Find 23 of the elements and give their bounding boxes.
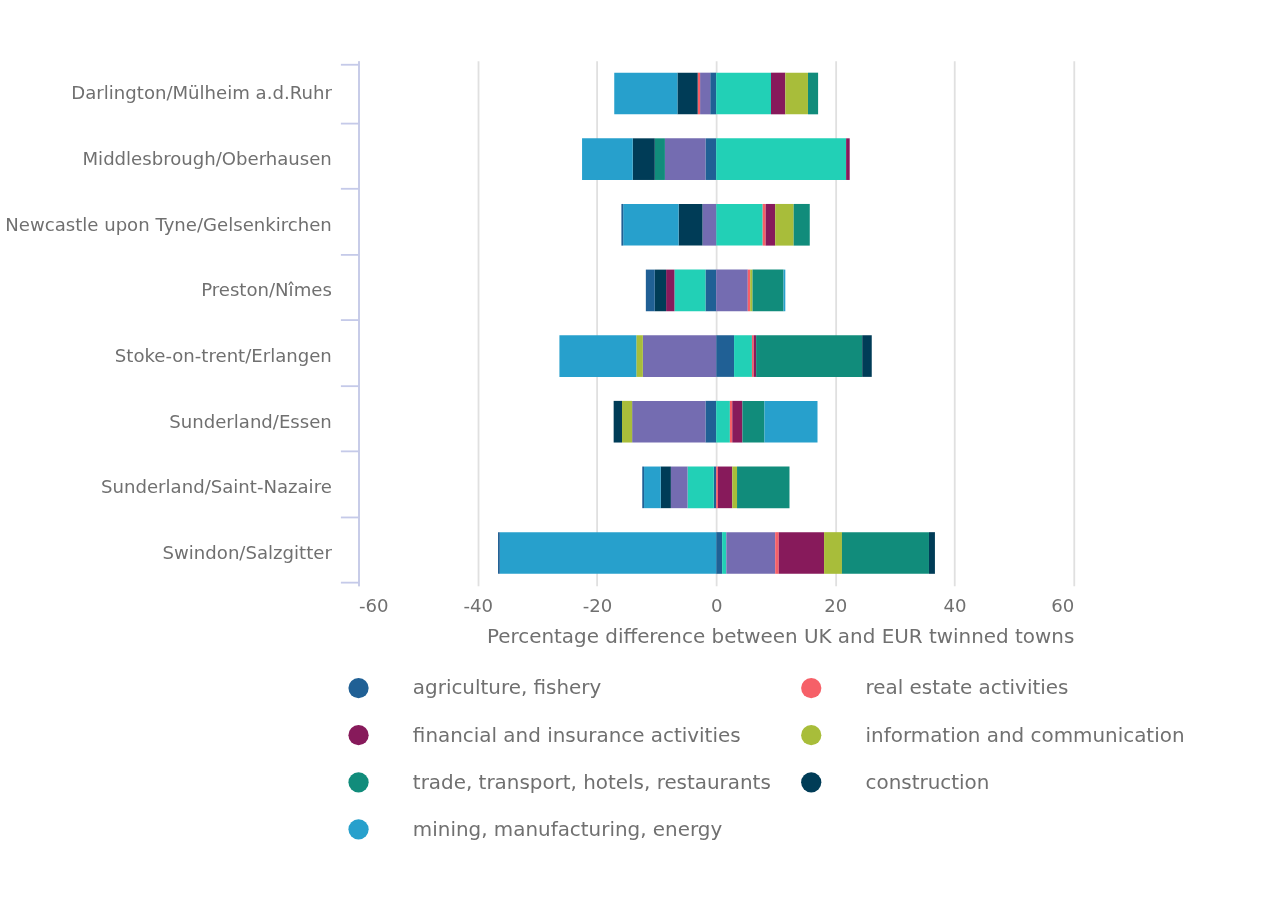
x-tick-label: 20 xyxy=(824,594,848,616)
legend-label: construction xyxy=(865,770,990,794)
legend-label: mining, manufacturing, energy xyxy=(412,817,723,841)
legend-label: financial and insurance activities xyxy=(412,723,741,747)
legend-label: agriculture, fishery xyxy=(412,676,602,700)
y-tick-label: Newcastle upon Tyne/Gelsenkirchen xyxy=(5,213,332,235)
y-tick-label: Preston/Nîmes xyxy=(201,279,332,301)
legend-label: trade, transport, hotels, restaurants xyxy=(412,770,771,794)
legend-label: real estate activities xyxy=(865,676,1069,700)
y-tick-label: Sunderland/Essen xyxy=(169,410,332,432)
x-tick-label: -20 xyxy=(582,594,613,616)
y-tick-label: Darlington/Mülheim a.d.Ruhr xyxy=(71,82,333,104)
x-tick-label: 40 xyxy=(943,594,967,616)
x-tick-label: 60 xyxy=(1051,594,1075,616)
y-tick-label: Middlesbrough/Oberhausen xyxy=(82,148,332,170)
legend-label: information and communication xyxy=(865,723,1185,747)
x-tick-label: 0 xyxy=(710,594,723,616)
y-tick-label: Sunderland/Saint-Nazaire xyxy=(101,476,332,498)
x-axis-title: Percentage difference between UK and EUR twinned towns xyxy=(486,625,1075,649)
y-tick-label: Swindon/Salzgitter xyxy=(162,541,333,563)
x-tick-label: -40 xyxy=(463,594,493,616)
x-tick-label: -60 xyxy=(358,594,389,616)
y-tick-label: Stoke-on-trent/Erlangen xyxy=(114,344,332,366)
